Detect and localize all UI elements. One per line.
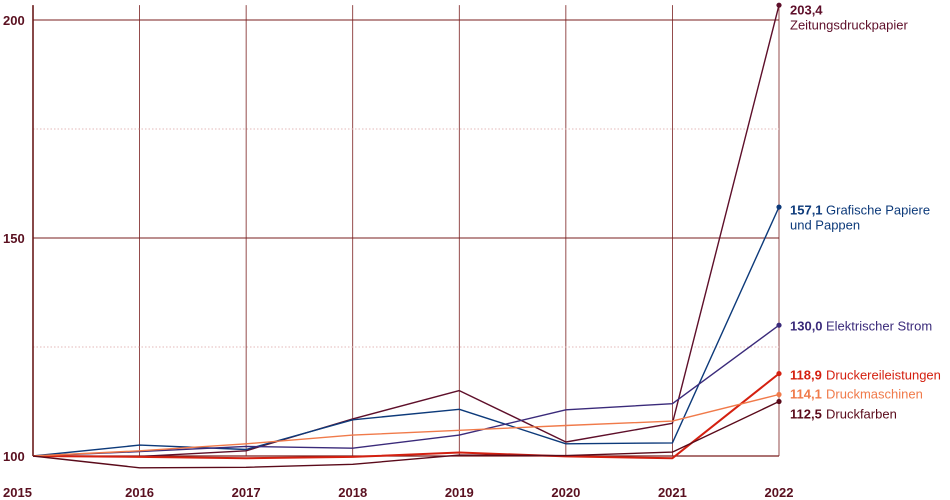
grid: [33, 5, 780, 457]
series-value-label: 130,0: [790, 318, 823, 333]
series-end-marker: [776, 370, 782, 377]
series-line: [32, 206, 780, 457]
x-tick-label: 2018: [338, 485, 367, 500]
series-value-label: 157,1: [790, 202, 823, 217]
series-value-label: 112,5: [790, 406, 822, 421]
series-name-label: Druckmaschinen: [826, 386, 923, 401]
series-line: [32, 372, 780, 460]
series-line: [32, 5, 780, 458]
y-tick-label: 100: [3, 449, 25, 464]
series-end-marker: [776, 322, 782, 328]
y-tick-label: 200: [3, 13, 25, 28]
y-tick-label: 150: [3, 231, 25, 246]
series-name-label: Elektrischer Strom: [826, 318, 932, 333]
series-end-marker: [776, 2, 782, 8]
x-tick-label: 2015: [3, 485, 32, 500]
series-lines: [32, 2, 782, 469]
series-name-label: Grafische Papiere: [826, 202, 930, 217]
series-name-label: Zeitungsdruckpapier: [790, 17, 908, 32]
series-end-marker: [776, 204, 782, 210]
series-end-marker: [776, 398, 782, 405]
series-name-label: Druckereileistungen: [826, 367, 941, 382]
series-line: [32, 324, 780, 457]
x-tick-label: 2022: [765, 485, 794, 500]
x-tick-label: 2017: [232, 485, 261, 500]
series-value-label: 114,1: [790, 386, 822, 401]
x-tick-label: 2019: [445, 485, 474, 500]
series-name-label: und Pappen: [790, 217, 860, 232]
series-line: [32, 400, 780, 469]
series-end-marker: [776, 391, 782, 398]
tick-labels: 100 150 200 2015 2016 2017 2018 2019 2020 2021 202…: [3, 13, 793, 500]
series-value-label: 118,9: [790, 367, 822, 382]
series-name-label: Druckfarben: [826, 406, 897, 421]
x-tick-label: 2021: [658, 485, 687, 500]
x-tick-label: 2016: [125, 485, 154, 500]
series-value-label: 203,4: [790, 2, 823, 17]
x-tick-label: 2020: [551, 485, 580, 500]
series-line: [32, 393, 780, 457]
